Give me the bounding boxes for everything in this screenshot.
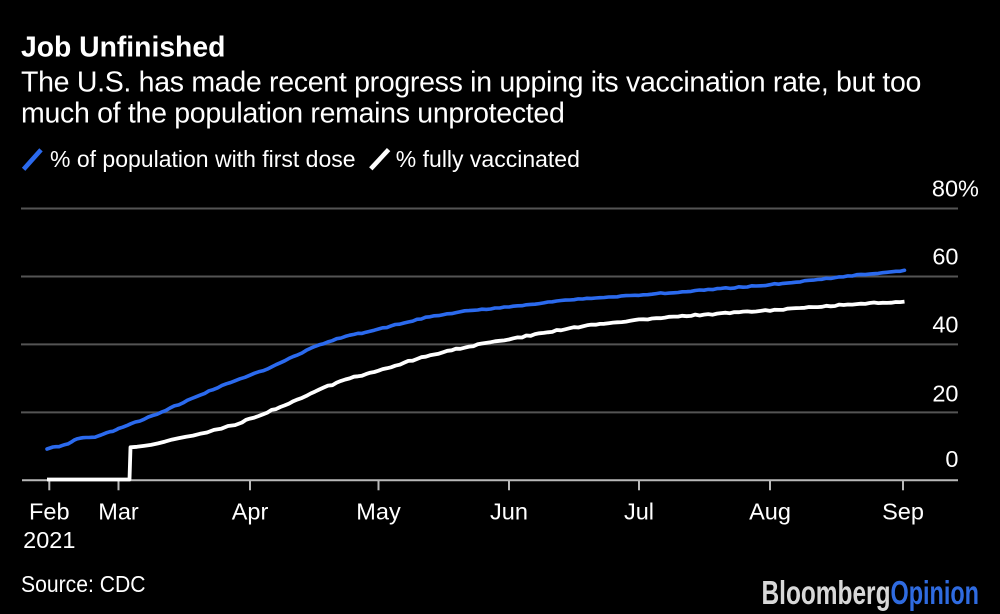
svg-text:Source: CDC: Source: CDC — [21, 571, 146, 597]
svg-text:May: May — [356, 499, 401, 525]
svg-text:Opinion: Opinion — [891, 574, 980, 611]
svg-text:Bloomberg: Bloomberg — [762, 574, 891, 611]
svg-text:The U.S. has made recent progr: The U.S. has made recent progress in upp… — [21, 67, 921, 99]
svg-text:Jul: Jul — [624, 499, 654, 525]
svg-text:Aug: Aug — [749, 499, 791, 525]
svg-text:much of the population remains: much of the population remains unprotect… — [21, 98, 565, 130]
svg-text:Job Unfinished: Job Unfinished — [21, 31, 225, 63]
svg-text:40: 40 — [932, 311, 958, 337]
svg-text:80%: 80% — [932, 176, 979, 202]
svg-text:Mar: Mar — [98, 499, 139, 525]
svg-text:Jun: Jun — [490, 499, 528, 525]
svg-text:% of population with first dos: % of population with first dose — [50, 146, 356, 172]
svg-text:Feb: Feb — [29, 499, 70, 525]
svg-text:20: 20 — [932, 380, 958, 406]
svg-text:% fully vaccinated: % fully vaccinated — [396, 146, 580, 172]
svg-text:Sep: Sep — [882, 499, 924, 525]
svg-text:60: 60 — [932, 243, 958, 269]
svg-text:Apr: Apr — [232, 499, 269, 525]
svg-text:0: 0 — [945, 446, 958, 472]
svg-text:2021: 2021 — [23, 527, 75, 553]
